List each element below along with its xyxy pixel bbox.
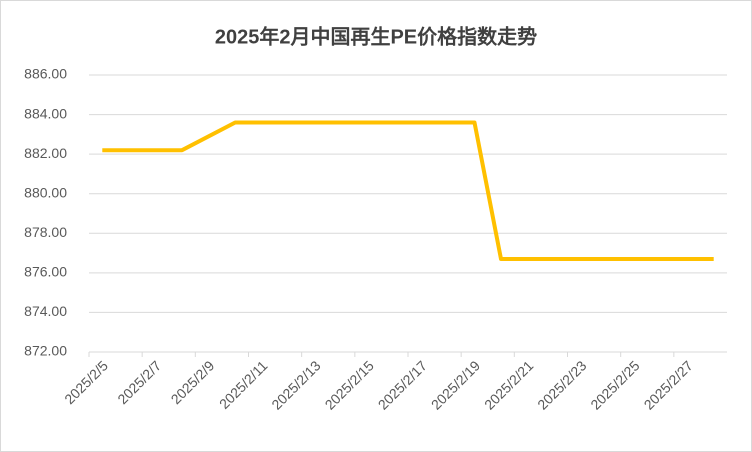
data-line	[102, 120, 714, 261]
y-tick-label: 876.00	[24, 264, 67, 280]
y-tick-label: 872.00	[24, 343, 67, 359]
y-tick-label: 884.00	[24, 105, 67, 121]
chart-title: 2025年2月中国再生PE价格指数走势	[215, 24, 537, 48]
y-tick-label: 882.00	[24, 145, 67, 161]
y-tick-label: 878.00	[24, 224, 67, 240]
y-tick-label: 880.00	[24, 184, 67, 200]
y-tick-label: 874.00	[24, 303, 67, 319]
y-tick-label: 886.00	[24, 66, 67, 82]
